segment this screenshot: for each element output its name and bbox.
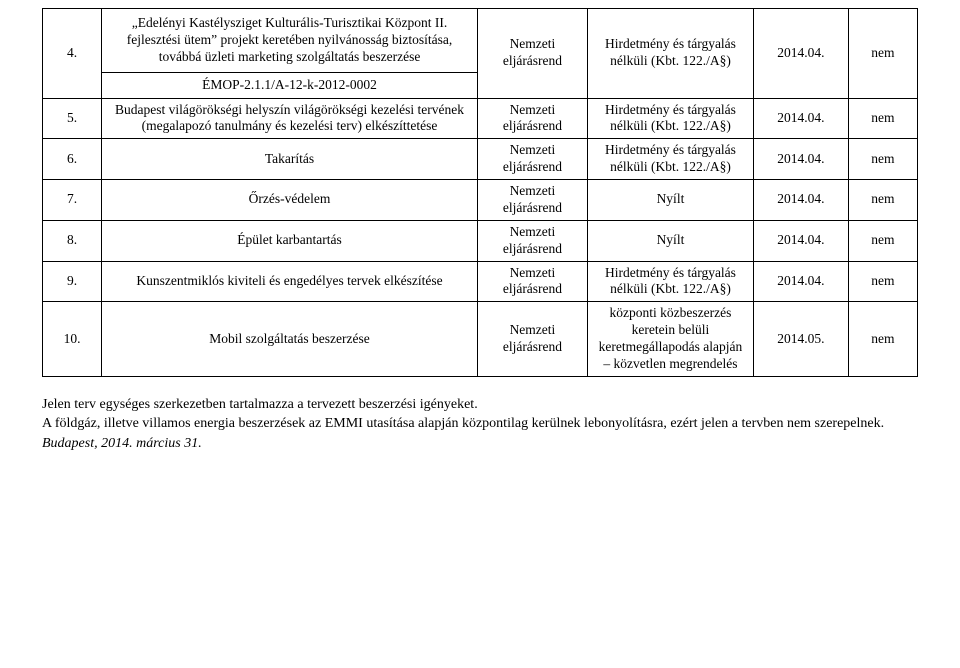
row-desc: „Edelényi Kastélysziget Kulturális-Turis… — [102, 9, 478, 99]
row-date: 2014.04. — [753, 180, 848, 221]
table-row: 10. Mobil szolgáltatás beszerzése Nemzet… — [43, 302, 918, 377]
row-procedure: Nemzeti eljárásrend — [477, 98, 587, 139]
row-notice: Hirdetmény és tárgyalás nélküli (Kbt. 12… — [587, 139, 753, 180]
procurement-table: 4. „Edelényi Kastélysziget Kulturális-Tu… — [42, 8, 918, 377]
row-number: 7. — [43, 180, 102, 221]
footer-text: Jelen terv egységes szerkezetben tartalm… — [42, 395, 918, 454]
row-notice: Hirdetmény és tárgyalás nélküli (Kbt. 12… — [587, 261, 753, 302]
row-date: 2014.04. — [753, 9, 848, 99]
row-desc-top: „Edelényi Kastélysziget Kulturális-Turis… — [102, 9, 477, 72]
row-notice: Nyílt — [587, 180, 753, 221]
row-desc: Takarítás — [102, 139, 478, 180]
row-yesno: nem — [848, 98, 917, 139]
row-desc: Mobil szolgáltatás beszerzése — [102, 302, 478, 377]
row-date: 2014.04. — [753, 261, 848, 302]
row-yesno: nem — [848, 302, 917, 377]
row-date: 2014.04. — [753, 139, 848, 180]
row-desc: Épület karbantartás — [102, 220, 478, 261]
row-yesno: nem — [848, 180, 917, 221]
page: 4. „Edelényi Kastélysziget Kulturális-Tu… — [0, 0, 960, 668]
row-desc: Kunszentmiklós kiviteli és engedélyes te… — [102, 261, 478, 302]
row-yesno: nem — [848, 139, 917, 180]
footer-line-2: A földgáz, illetve villamos energia besz… — [42, 414, 918, 434]
table-row: 4. „Edelényi Kastélysziget Kulturális-Tu… — [43, 9, 918, 99]
row-yesno: nem — [848, 261, 917, 302]
row-number: 10. — [43, 302, 102, 377]
row-number: 8. — [43, 220, 102, 261]
row-procedure: Nemzeti eljárásrend — [477, 180, 587, 221]
row-number: 6. — [43, 139, 102, 180]
row-desc: Őrzés-védelem — [102, 180, 478, 221]
table-row: 9. Kunszentmiklós kiviteli és engedélyes… — [43, 261, 918, 302]
table-row: 7. Őrzés-védelem Nemzeti eljárásrend Nyí… — [43, 180, 918, 221]
row-notice: Hirdetmény és tárgyalás nélküli (Kbt. 12… — [587, 98, 753, 139]
footer-line-3: Budapest, 2014. március 31. — [42, 434, 918, 454]
row-yesno: nem — [848, 220, 917, 261]
row-procedure: Nemzeti eljárásrend — [477, 139, 587, 180]
row-yesno: nem — [848, 9, 917, 99]
table-row: 8. Épület karbantartás Nemzeti eljárásre… — [43, 220, 918, 261]
row-date: 2014.05. — [753, 302, 848, 377]
row-desc-bottom: ÉMOP-2.1.1/A-12-k-2012-0002 — [102, 72, 477, 98]
row-notice: központi közbeszerzés keretein belüli ke… — [587, 302, 753, 377]
footer-line-1: Jelen terv egységes szerkezetben tartalm… — [42, 395, 918, 415]
row-number: 9. — [43, 261, 102, 302]
row-number: 4. — [43, 9, 102, 99]
table-row: 6. Takarítás Nemzeti eljárásrend Hirdetm… — [43, 139, 918, 180]
row-procedure: Nemzeti eljárásrend — [477, 9, 587, 99]
row-notice: Nyílt — [587, 220, 753, 261]
row-notice: Hirdetmény és tárgyalás nélküli (Kbt. 12… — [587, 9, 753, 99]
row-procedure: Nemzeti eljárásrend — [477, 302, 587, 377]
row-procedure: Nemzeti eljárásrend — [477, 220, 587, 261]
row-procedure: Nemzeti eljárásrend — [477, 261, 587, 302]
row-date: 2014.04. — [753, 220, 848, 261]
table-row: 5. Budapest világörökségi helyszín világ… — [43, 98, 918, 139]
row-desc: Budapest világörökségi helyszín világörö… — [102, 98, 478, 139]
row-number: 5. — [43, 98, 102, 139]
row-date: 2014.04. — [753, 98, 848, 139]
